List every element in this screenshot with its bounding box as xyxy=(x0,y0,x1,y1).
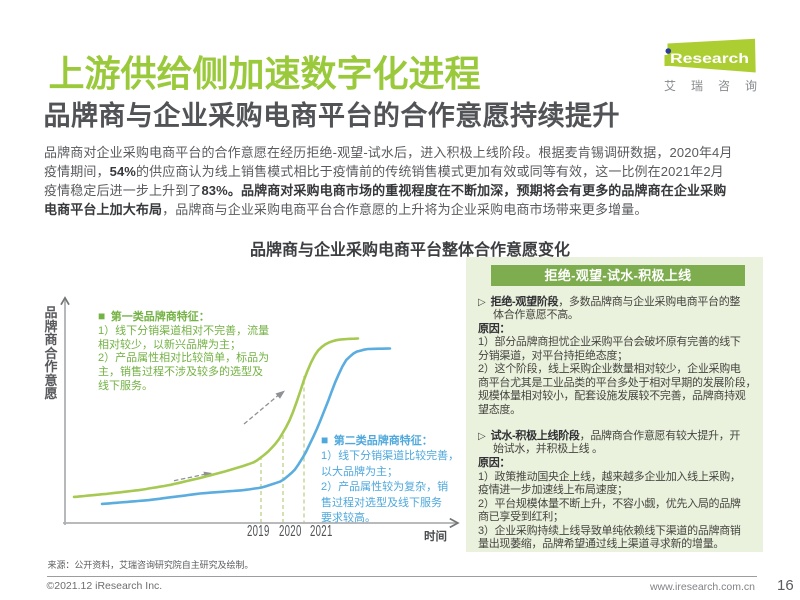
svg-text:Research: Research xyxy=(670,51,749,66)
